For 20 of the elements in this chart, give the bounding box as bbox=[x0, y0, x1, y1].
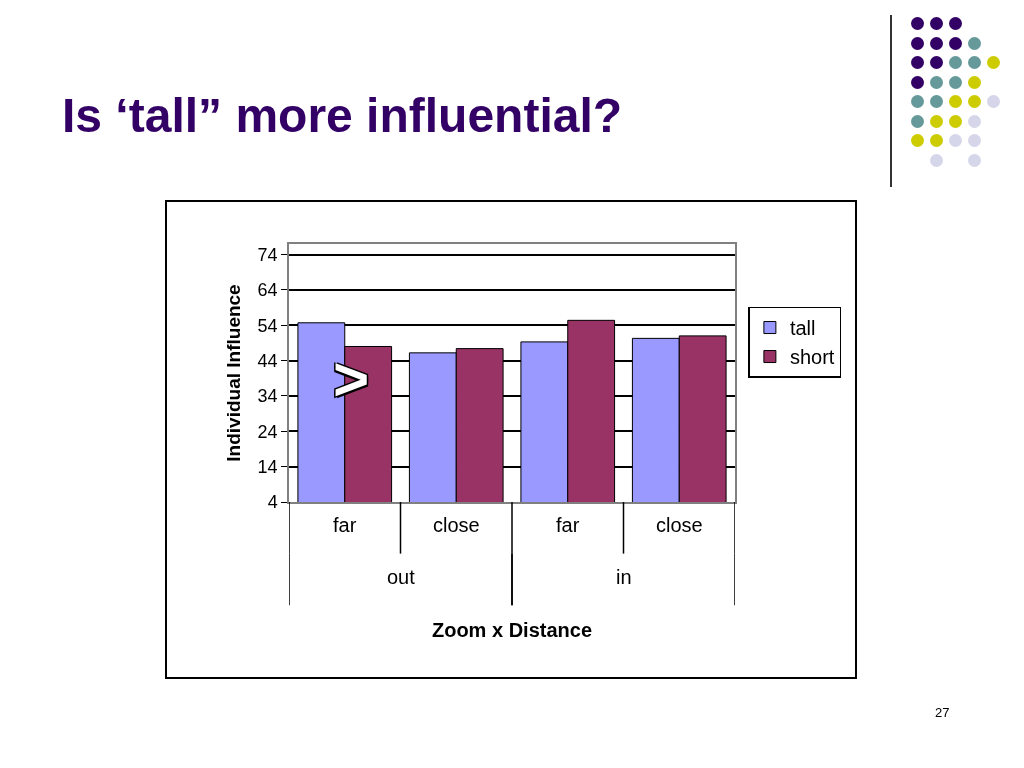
y-tick-label: 34 bbox=[257, 386, 278, 407]
x-tick-label: far bbox=[556, 514, 580, 536]
x-axis-title: Zoom x Distance bbox=[431, 618, 593, 641]
y-axis-title: Individual Influence bbox=[222, 284, 244, 462]
legend-label: short bbox=[789, 346, 835, 369]
legend-label: tall bbox=[789, 317, 816, 340]
chart-title: Is ‘tall” more influential? bbox=[62, 88, 623, 143]
y-tick-label: 14 bbox=[257, 456, 278, 477]
text: 27 bbox=[935, 705, 950, 720]
y-tick-label: 74 bbox=[257, 244, 278, 265]
y-tick-label: 64 bbox=[257, 280, 278, 301]
x-tick-label: far bbox=[333, 514, 357, 536]
x-tick-label: close bbox=[433, 514, 480, 536]
y-tick-label: 4 bbox=[267, 492, 278, 513]
y-tick-label: 24 bbox=[257, 421, 278, 442]
text: in bbox=[616, 566, 632, 588]
text: out bbox=[387, 566, 416, 588]
y-tick-label: 44 bbox=[257, 350, 278, 371]
x-tick-label: close bbox=[656, 514, 703, 536]
y-tick-label: 54 bbox=[257, 315, 278, 336]
